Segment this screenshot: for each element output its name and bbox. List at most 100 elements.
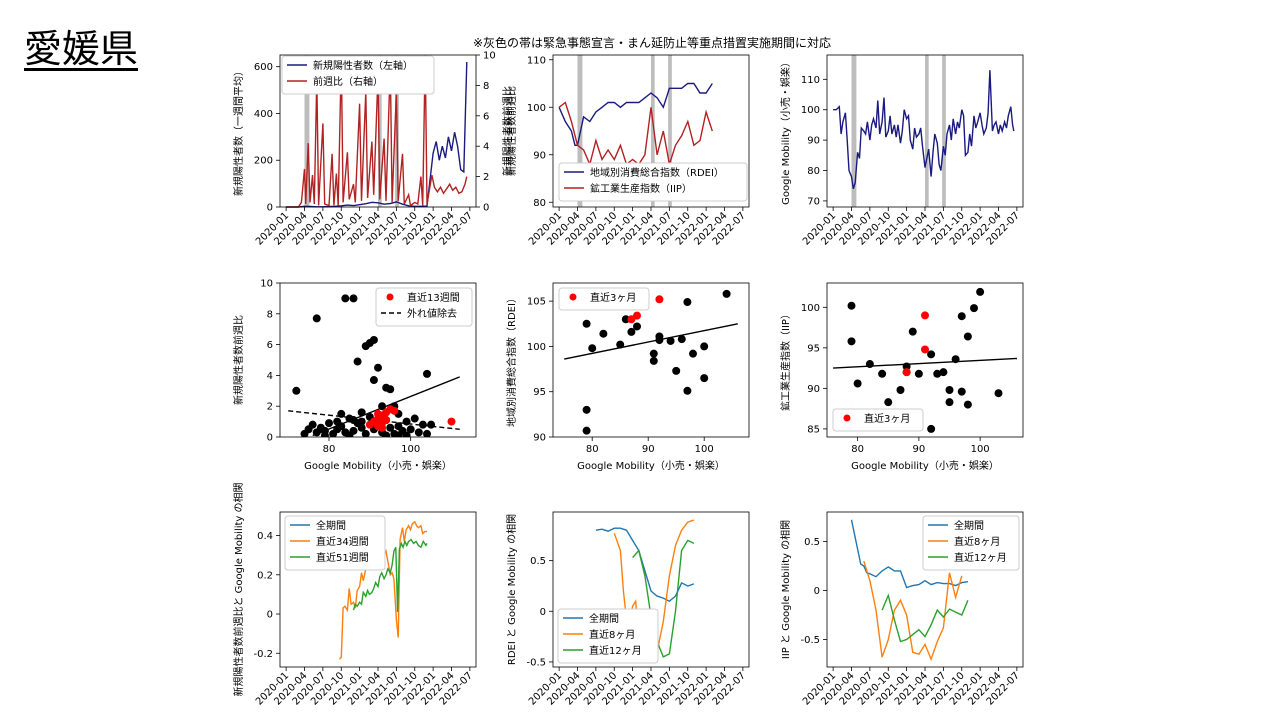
y-tick-label: 100 [801,105,820,116]
scatter-point [672,366,681,375]
scatter-point [700,342,709,351]
legend-marker [843,414,851,422]
y-axis-label: 新規陽性者数前週比 [501,86,514,176]
emergency-band [651,55,655,207]
y-tick-label: 90 [533,150,546,161]
legend-label: 直近13週間 [407,291,460,304]
recent-point [655,295,664,304]
y-tick-label: 110 [801,75,820,86]
scatter-point [369,376,378,385]
scatter-point [994,389,1003,398]
scatter-point [649,349,658,358]
scatter-point [633,322,641,331]
y-axis-label: Google Mobility（小売・娯楽） [779,57,792,205]
fit-line [833,357,1017,369]
emergency-band [668,55,672,207]
scatter-point [722,289,731,298]
x-tick-label: 80 [323,444,336,455]
scatter-point [914,369,923,378]
y-tick-label: 90 [533,433,546,444]
legend-label: 全期間 [954,519,984,532]
scatter-point [655,332,664,341]
scatter-point [333,417,342,426]
scatter-point [418,420,427,429]
y-tick-label: 8 [483,81,489,92]
series-line [558,101,713,167]
chart-scatter_rdei: 90 95 100 105 80 90 100 Google Mobility（小売・娯楽） 地… [505,282,750,472]
series-line [881,593,969,643]
recent-point [378,423,387,432]
legend-box [281,55,435,95]
scatter-point [410,414,419,423]
y-tick-label: -0.5 [800,635,820,646]
y-axis-label: 新規陽性者数前週比 [505,86,518,176]
legend-label: 直近3ヶ月 [864,412,910,425]
legend-box [558,287,650,311]
legend-label: 地域別消費総合指数（RDEI） [590,166,724,179]
chart-cases: 0246810新規陽性者数前週比0200400600新規陽性者数（一週間平均）2… [232,51,514,248]
scatter-point [394,431,403,437]
figure-note: ※灰色の帯は緊急事態宣言・まん延防止等重点措置実施期間に対応 [473,35,831,50]
scatter-point [683,386,692,395]
scatter-point [369,335,378,344]
series-line [863,560,963,662]
y-axis-label: IIP と Google Mobility の相関 [779,520,792,659]
fit-line [564,323,738,360]
scatter-point [325,419,333,428]
y-tick-label: 95 [807,343,820,354]
legend-label: 前週比（右軸） [313,75,383,88]
legend-label: 全期間 [316,519,346,532]
legend-box [832,408,924,432]
y-tick-label: 2 [267,402,273,413]
scatter-point [588,344,597,353]
emergency-band [378,55,382,207]
scatter-point [406,425,415,434]
scatter-point [621,315,630,324]
y-tick-label: 90 [807,136,820,147]
scatter-point [582,426,591,435]
scatter-point [853,379,862,388]
y-tick-label: 0 [267,433,273,444]
chart-scatter_cases: 0 2 4 6 8 10 80 100 Google Mobility（小売・娯楽） 新規陽性者数… [232,279,477,472]
y-axis-label: 地域別消費総合指数（RDEI） [505,293,518,427]
scatter-point [312,314,321,323]
series-line [352,538,428,613]
scatter-point [847,337,856,346]
chart-scatter_iip: 85 90 95 100 80 90 100 Google Mobility（小売・娯楽） 鉱工… [779,282,1024,472]
recent-point [921,311,929,320]
recent-point [921,345,929,354]
scatter-point [374,363,382,372]
scatter-point [402,431,411,437]
y-tick-label: 0.2 [257,570,273,581]
scatter-point [847,301,856,310]
y-tick-label: 0 [267,610,273,621]
y-tick-label: 0 [267,203,273,214]
scatter-point [357,408,366,417]
y-tick-label: 70 [807,196,820,207]
y-tick-label: 80 [533,198,546,209]
recent-point [633,311,641,320]
fit-line [312,376,460,437]
scatter-point [320,431,329,437]
recent-point [447,417,456,426]
chart-corr_cases: -0.2 0 0.2 0.4 新規陽性者数前週比と Google Mobility の相… [232,482,477,708]
scatter-point [927,424,936,433]
scatter-point [689,349,697,358]
scatter-point [945,398,954,407]
legend-label: 全期間 [589,612,619,625]
scatter-point [927,350,936,359]
scatter-point [945,385,954,394]
scatter-point [349,294,358,303]
emergency-band [851,55,857,207]
series-line [833,70,1015,190]
scatter-point [976,287,985,296]
scatter-point [292,386,301,395]
x-axis-label: Google Mobility（小売・娯楽） [851,459,999,472]
x-tick-label: 80 [851,444,864,455]
scatter-point [386,385,395,394]
legend-label: 直近51週間 [316,551,369,564]
scatter-point [683,298,692,307]
scatter-point [308,420,317,429]
